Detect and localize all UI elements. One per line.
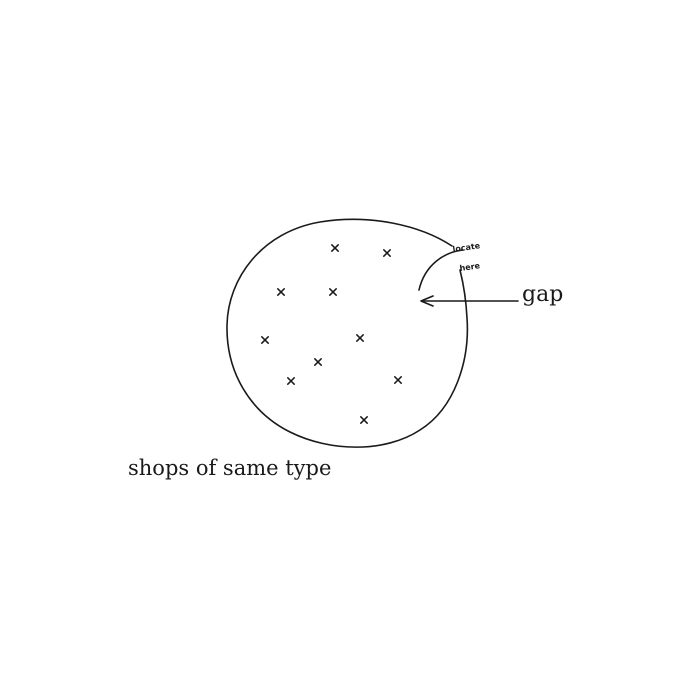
figure-caption: shops of same type (128, 456, 332, 480)
handwritten-note-line2: here (459, 261, 481, 273)
shop-markers (261, 244, 402, 424)
handwritten-note-line1: locate (452, 241, 481, 254)
shop-marker-icon (314, 358, 322, 366)
shop-marker-icon (261, 336, 269, 344)
shop-marker-icon (287, 377, 295, 385)
catchment-circle (226, 218, 469, 448)
shop-marker-icon (329, 288, 337, 296)
shop-marker-icon (277, 288, 285, 296)
shop-marker-icon (394, 376, 402, 384)
shop-marker-icon (383, 249, 391, 257)
arrow-left-icon (420, 295, 519, 307)
shop-marker-icon (356, 334, 364, 342)
gap-curve (418, 249, 464, 291)
shop-marker-icon (360, 416, 368, 424)
gap-label: gap (522, 282, 564, 307)
shop-marker-icon (331, 244, 339, 252)
